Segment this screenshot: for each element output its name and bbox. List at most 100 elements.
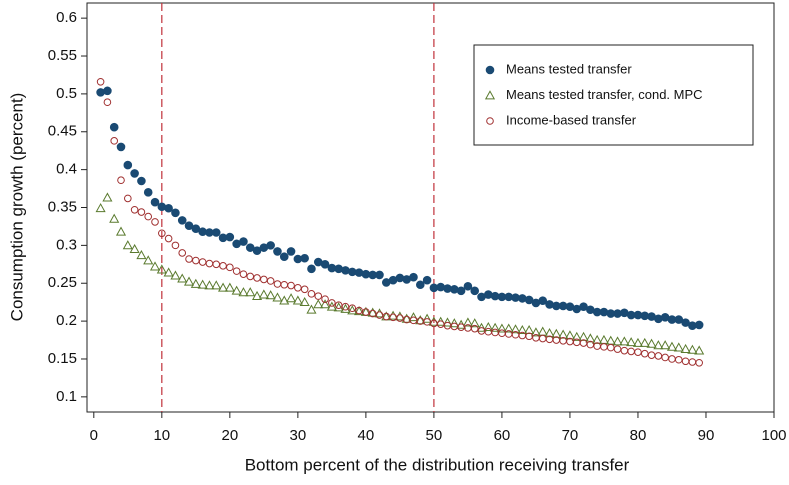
point — [292, 295, 303, 305]
point — [396, 314, 404, 322]
point — [245, 287, 256, 297]
x-tick-label: 0 — [90, 427, 98, 444]
y-tick-label: 0.5 — [56, 85, 77, 102]
point — [144, 212, 153, 221]
point — [640, 349, 649, 358]
point — [586, 340, 595, 349]
point — [375, 311, 384, 319]
point — [136, 249, 147, 260]
point — [626, 337, 637, 347]
point — [661, 353, 669, 362]
point — [660, 340, 671, 350]
point — [354, 306, 365, 316]
point — [170, 270, 181, 280]
y-tick-label: 0.45 — [48, 123, 77, 140]
y-tick-label: 0.15 — [48, 350, 77, 367]
point — [238, 287, 249, 297]
point — [231, 285, 242, 295]
point — [415, 280, 425, 290]
point — [647, 351, 656, 359]
point — [422, 313, 433, 323]
point — [217, 282, 229, 292]
point — [143, 255, 154, 265]
point — [442, 317, 453, 327]
point — [109, 213, 120, 223]
point — [321, 295, 329, 303]
point — [375, 270, 384, 280]
point — [469, 318, 480, 328]
point — [183, 276, 195, 286]
point — [137, 176, 146, 186]
x-tick-label: 20 — [221, 427, 238, 444]
point — [219, 262, 227, 270]
point — [544, 328, 555, 338]
point — [192, 256, 200, 265]
point — [246, 272, 255, 281]
point — [212, 260, 221, 269]
legend-box — [473, 44, 754, 146]
point — [266, 277, 275, 285]
x-tick-label: 90 — [698, 427, 715, 444]
point — [348, 304, 357, 313]
point — [151, 218, 159, 226]
point — [258, 289, 269, 299]
point — [251, 290, 263, 300]
point — [498, 329, 506, 338]
legend-label: Means tested transfer, cond. MPC — [506, 87, 703, 102]
point — [401, 313, 412, 323]
point — [95, 203, 106, 213]
point — [115, 226, 127, 236]
point — [122, 240, 133, 250]
point — [632, 337, 644, 347]
point — [538, 334, 547, 343]
point — [158, 229, 166, 238]
point — [273, 280, 282, 288]
point — [394, 311, 405, 321]
point — [130, 169, 139, 178]
point — [606, 343, 615, 352]
x-axis-label: Bottom percent of the distribution recei… — [245, 455, 630, 474]
point — [149, 261, 161, 271]
point — [654, 352, 663, 360]
point — [178, 249, 187, 257]
point — [129, 243, 140, 254]
point — [280, 280, 289, 289]
point — [558, 329, 569, 339]
point — [483, 321, 494, 332]
point — [694, 320, 704, 330]
point — [137, 208, 146, 216]
point — [490, 322, 501, 332]
point — [197, 279, 208, 289]
point — [109, 122, 119, 132]
point — [294, 283, 302, 292]
point — [463, 281, 473, 291]
point — [300, 285, 309, 294]
point — [314, 292, 323, 300]
x-tick-label: 10 — [153, 427, 170, 444]
point — [164, 234, 173, 243]
point — [307, 290, 316, 298]
point — [408, 312, 419, 322]
point — [103, 98, 112, 107]
point — [503, 323, 514, 333]
point — [286, 247, 296, 256]
point — [185, 255, 193, 263]
point — [171, 241, 180, 250]
point — [307, 264, 316, 274]
point — [326, 301, 337, 311]
point — [355, 306, 363, 315]
point — [551, 328, 562, 338]
point — [205, 259, 214, 268]
point — [130, 205, 139, 214]
point — [306, 304, 317, 314]
point — [639, 337, 650, 347]
point — [374, 308, 385, 318]
point — [253, 274, 261, 282]
point — [524, 324, 535, 335]
point — [695, 358, 703, 367]
point — [156, 264, 167, 274]
point — [224, 282, 235, 292]
y-tick-label: 0.25 — [48, 274, 77, 291]
point — [239, 237, 248, 246]
point — [627, 347, 635, 356]
